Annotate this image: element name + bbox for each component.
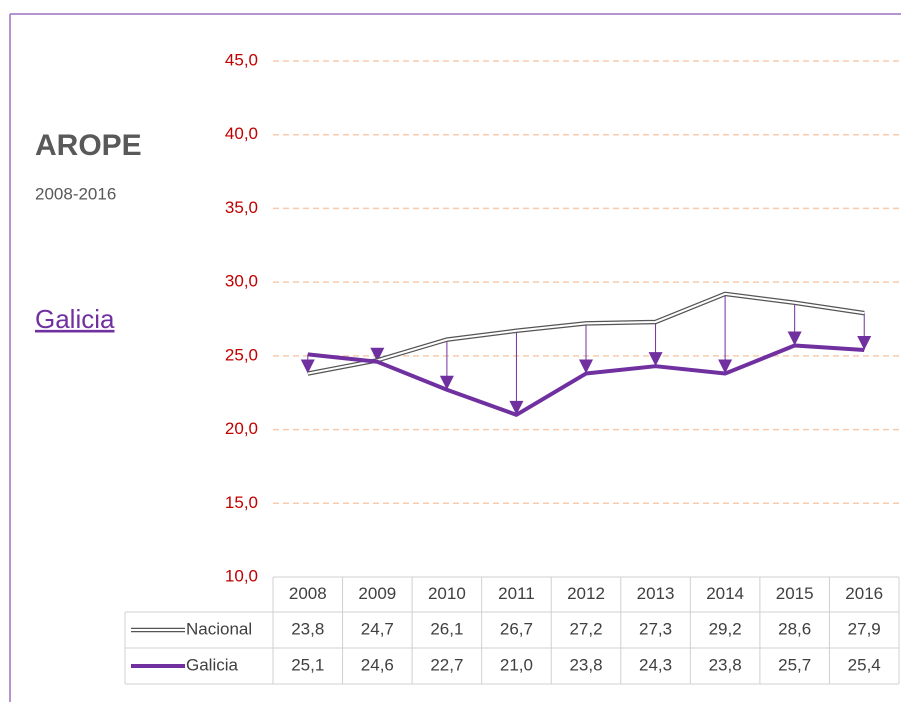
subtitle: 2008-2016 [35, 184, 116, 203]
table-value: 24,3 [639, 655, 672, 674]
drop-arrow [509, 400, 524, 415]
table-value: 21,0 [500, 655, 533, 674]
table-value: 23,8 [569, 655, 602, 674]
drop-arrow [648, 352, 663, 367]
table-value: 24,7 [361, 619, 394, 638]
table-value: 23,8 [291, 619, 324, 638]
table-value: 23,8 [709, 655, 742, 674]
line-nacional-inner [307, 292, 865, 375]
table-value: 27,2 [569, 619, 602, 638]
table-value: 25,4 [848, 655, 881, 674]
y-tick-label: 15,0 [225, 493, 258, 512]
table-value: 25,7 [778, 655, 811, 674]
legend-label: Galicia [186, 655, 239, 674]
table-value: 27,3 [639, 619, 672, 638]
y-tick-label: 25,0 [225, 345, 258, 364]
table-value: 22,7 [430, 655, 463, 674]
line-galicia [307, 343, 865, 417]
drop-arrow [787, 331, 802, 346]
x-tick-label: 2011 [498, 584, 535, 603]
y-tick-label: 10,0 [225, 566, 258, 585]
y-tick-label: 20,0 [225, 419, 258, 438]
drop-arrow [439, 375, 454, 390]
table-value: 27,9 [848, 619, 881, 638]
y-tick-label: 40,0 [225, 124, 258, 143]
y-tick-label: 30,0 [225, 272, 258, 291]
table-value: 28,6 [778, 619, 811, 638]
drop-arrow [300, 359, 315, 374]
title: AROPE [35, 129, 142, 162]
x-tick-label: 2015 [776, 584, 814, 603]
x-tick-label: 2009 [358, 584, 396, 603]
x-tick-label: 2012 [567, 584, 605, 603]
x-tick-label: 2016 [845, 584, 883, 603]
region-link[interactable]: Galicia [35, 304, 115, 334]
table-value: 29,2 [709, 619, 742, 638]
legend-label: Nacional [186, 619, 252, 638]
drop-arrow [857, 335, 872, 350]
x-tick-label: 2008 [289, 584, 327, 603]
table-value: 26,1 [430, 619, 463, 638]
y-tick-label: 35,0 [225, 198, 258, 217]
drop-arrow [718, 359, 733, 374]
drop-arrow [370, 347, 385, 362]
table-value: 26,7 [500, 619, 533, 638]
table-value: 25,1 [291, 655, 324, 674]
x-tick-label: 2013 [637, 584, 675, 603]
x-tick-label: 2014 [706, 584, 744, 603]
drop-arrow [579, 359, 593, 374]
x-tick-label: 2010 [428, 584, 466, 603]
table-value: 24,6 [361, 655, 394, 674]
y-tick-label: 45,0 [225, 50, 258, 69]
